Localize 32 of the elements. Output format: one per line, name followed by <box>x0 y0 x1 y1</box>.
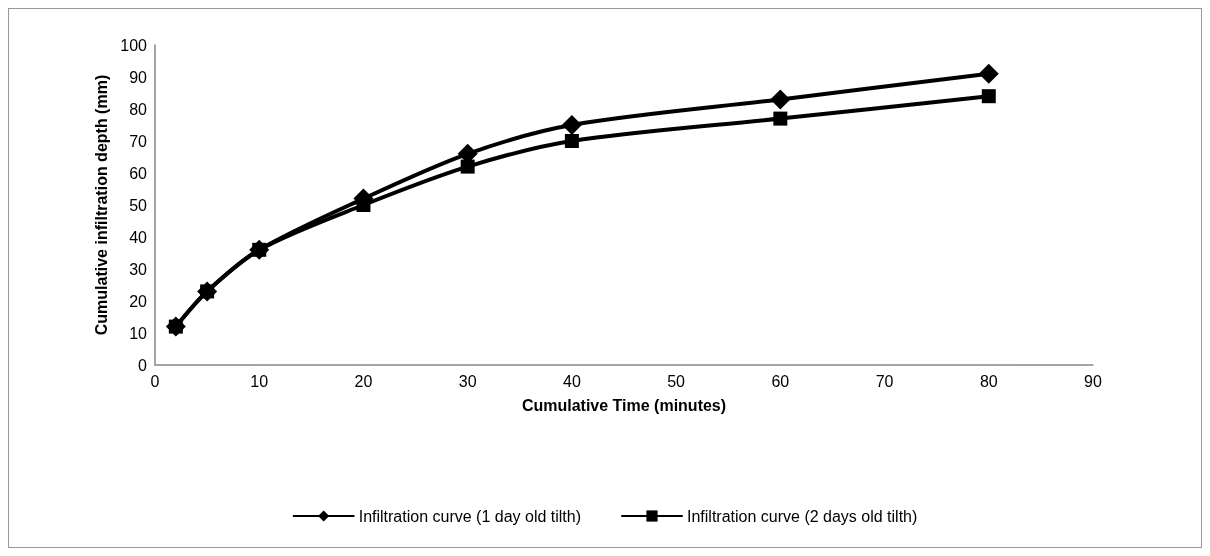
y-tick-label: 20 <box>129 292 148 310</box>
x-tick-label: 50 <box>667 372 686 390</box>
legend-label: Infiltration curve (1 day old tilth) <box>358 507 582 525</box>
y-tick-label: 50 <box>129 196 148 214</box>
y-tick-label: 0 <box>138 356 148 374</box>
legend-label: Infiltration curve (2 days old tilth) <box>687 507 918 525</box>
point <box>770 89 791 110</box>
y-tick-label: 60 <box>129 164 148 182</box>
y-tick-label: 10 <box>129 324 148 342</box>
point <box>981 89 996 104</box>
x-tick-label: 90 <box>1084 372 1102 390</box>
x-tick-label: 80 <box>979 372 998 390</box>
y-tick-label: 90 <box>129 68 148 86</box>
x-tick-label: 0 <box>150 372 160 390</box>
y-tick-label: 80 <box>129 100 148 118</box>
x-tick-label: 70 <box>875 372 894 390</box>
y-tick-label: 40 <box>129 228 148 246</box>
y-tick-label: 30 <box>129 260 148 278</box>
y-tick-label: 100 <box>120 36 148 54</box>
x-tick-label: 10 <box>250 372 269 390</box>
x-axis-title: Cumulative Time (minutes) <box>521 396 727 414</box>
x-tick-label: 60 <box>771 372 790 390</box>
x-tick-label: 20 <box>354 372 373 390</box>
point <box>561 115 582 135</box>
point <box>564 134 579 148</box>
x-tick-label: 30 <box>458 372 477 390</box>
x-tick-label: 40 <box>562 372 581 390</box>
y-tick-label: 70 <box>129 132 148 150</box>
point <box>460 159 475 174</box>
y-axis-title: Cumulative infiltration depth (mm) <box>92 74 110 336</box>
point <box>773 111 788 126</box>
point <box>978 63 999 84</box>
